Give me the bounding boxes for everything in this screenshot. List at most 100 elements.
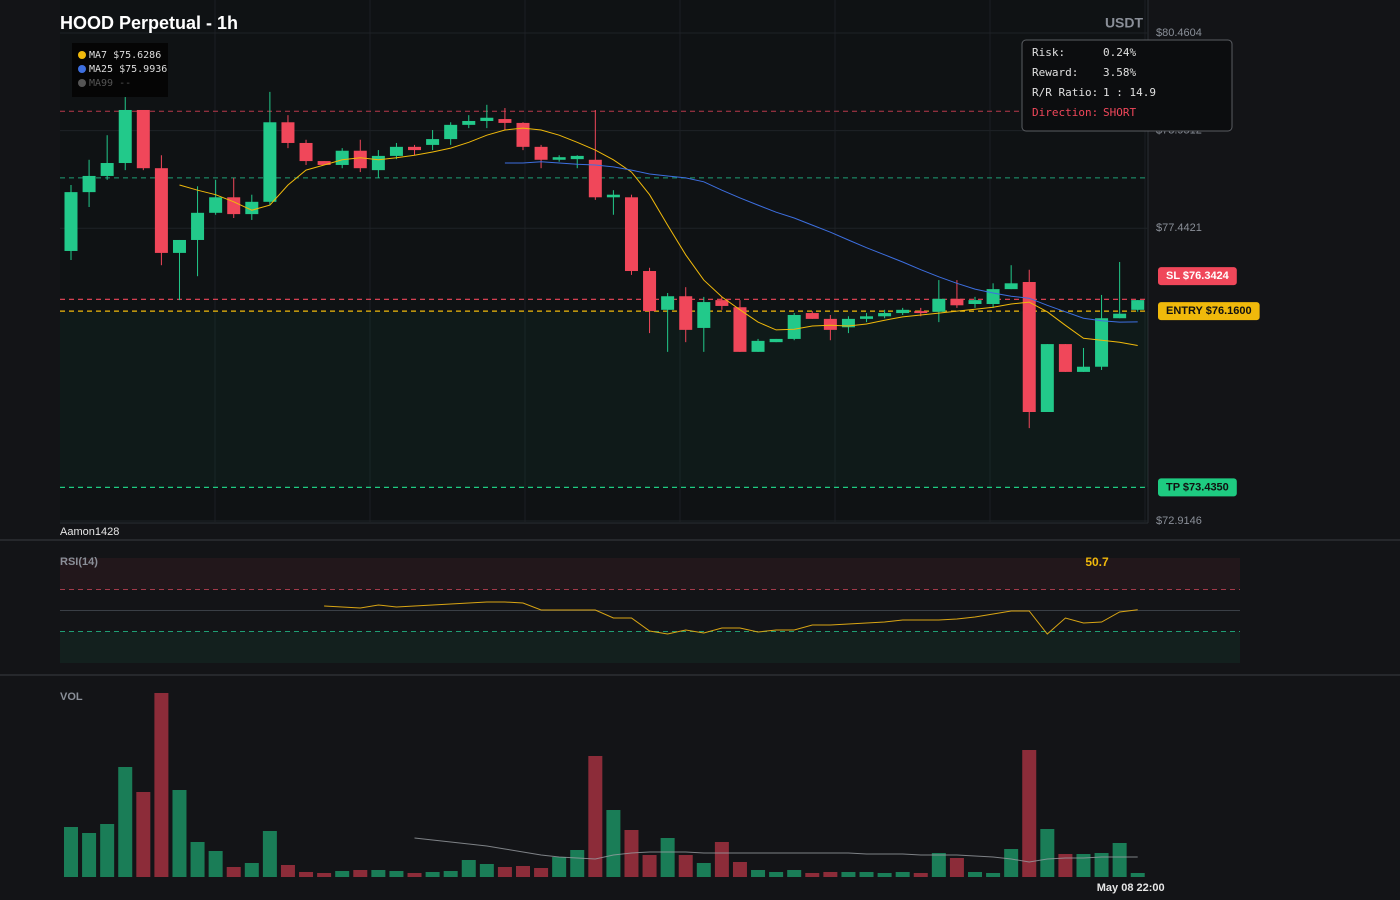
candle-body <box>172 239 186 253</box>
candle-body <box>643 271 657 312</box>
volume-bar <box>335 871 350 877</box>
level-tag-label: TP $73.4350 <box>1166 481 1229 493</box>
candle-body <box>878 313 892 317</box>
legend-box <box>72 43 168 97</box>
volume-bar <box>877 873 892 877</box>
candle-body <box>823 318 837 330</box>
legend-value: $75.6286 <box>113 50 161 61</box>
volume-bar <box>461 860 476 877</box>
info-value: 1 : 14.9 <box>1103 86 1156 99</box>
volume-bar <box>751 870 766 877</box>
legend-name: MA25 <box>89 64 113 75</box>
info-value: 3.58% <box>1103 66 1136 79</box>
candle-body <box>733 307 747 352</box>
volume-bar <box>949 858 964 877</box>
volume-bar <box>642 855 657 877</box>
candle-body <box>914 311 928 314</box>
candle-body <box>986 289 1000 305</box>
candle-body <box>1022 282 1036 413</box>
volume-bar <box>317 873 332 877</box>
volume-bar <box>371 870 386 877</box>
candle-body <box>661 296 675 310</box>
candle-body <box>751 340 765 352</box>
candle-body <box>353 150 367 169</box>
candle-body <box>968 300 982 305</box>
candle-body <box>371 155 385 171</box>
info-label: Reward: <box>1032 66 1078 79</box>
moving-average <box>179 127 1138 346</box>
candle-body <box>227 197 241 215</box>
candle-body <box>64 192 78 251</box>
volume-bar <box>226 867 241 877</box>
candle-body <box>154 168 168 253</box>
candle-body <box>408 146 422 151</box>
volume-bar <box>1022 750 1037 877</box>
legend-name: MA99 <box>89 78 113 89</box>
volume-bar <box>805 873 820 877</box>
volume-bar <box>1094 853 1109 877</box>
volume-bar <box>841 872 856 877</box>
candle-body <box>462 120 476 125</box>
candle-body <box>950 298 964 306</box>
candle-body <box>1095 318 1109 367</box>
main-plot-area <box>60 0 1148 523</box>
volume-bar <box>588 756 603 877</box>
overlay-layer: HOOD Perpetual - 1h USDT Aamon1428 RSI(1… <box>60 13 1143 703</box>
candle-body <box>552 157 566 160</box>
volume-bar <box>1112 843 1127 877</box>
y-tick-label: $77.4421 <box>1156 222 1202 234</box>
info-box-frame <box>1021 39 1233 132</box>
volume-bar <box>696 863 711 877</box>
level-tag: SL $76.3424 <box>1158 267 1237 286</box>
volume-bar <box>353 870 368 877</box>
oversold-zone <box>60 631 1240 663</box>
volume-bar <box>986 873 1001 877</box>
volume-bar <box>280 865 295 877</box>
volume-bar <box>190 842 205 877</box>
profit-zone <box>60 311 1148 488</box>
x-tick-label: May 08 22:00 <box>1097 882 1165 894</box>
rsi-title: RSI(14) <box>60 556 98 568</box>
candle-body <box>299 142 313 162</box>
volume-bar <box>497 867 512 877</box>
volume-bar <box>136 792 151 877</box>
watermark: Aamon1428 <box>60 526 119 538</box>
candle-body <box>281 122 295 143</box>
candle-body <box>679 296 693 330</box>
volume-bar <box>931 853 946 877</box>
chart-title: HOOD Perpetual - 1h <box>60 13 238 33</box>
volume-bar <box>479 864 494 877</box>
volume-bar <box>787 870 802 877</box>
volume-bar <box>443 871 458 877</box>
candle-body <box>209 197 223 213</box>
candle-body <box>1004 283 1018 290</box>
rsi-line <box>324 601 1138 635</box>
level-tag-box <box>1158 478 1237 497</box>
y-tick-label: $72.9146 <box>1156 515 1202 527</box>
info-box: Risk: 0.24% Reward: 3.58% R/R Ratio: 1 :… <box>1021 39 1233 132</box>
volume-bar <box>425 872 440 877</box>
candle-body <box>624 197 638 272</box>
volume-bar <box>570 850 585 877</box>
candle-body <box>570 155 584 160</box>
candle-body <box>697 302 711 328</box>
candle-body <box>896 309 910 314</box>
volume-bar <box>1076 854 1091 877</box>
volume-bar <box>534 868 549 877</box>
volume-bar <box>262 831 277 877</box>
info-value: SHORT <box>1103 106 1136 119</box>
volume-bar <box>154 693 169 877</box>
volume-bar <box>299 872 314 877</box>
level-tag-box <box>1158 267 1237 286</box>
legend-name: MA7 <box>89 50 107 61</box>
volume-bar <box>172 790 187 877</box>
candle-body <box>480 117 494 121</box>
background-layer <box>60 0 1240 663</box>
volume-bar <box>732 862 747 877</box>
candle-body <box>245 201 259 215</box>
level-tag-box <box>1158 302 1260 321</box>
volume-bar <box>100 824 115 877</box>
level-tag: TP $73.4350 <box>1158 478 1237 497</box>
volume-bar <box>389 871 404 877</box>
volume-bar <box>244 863 259 877</box>
